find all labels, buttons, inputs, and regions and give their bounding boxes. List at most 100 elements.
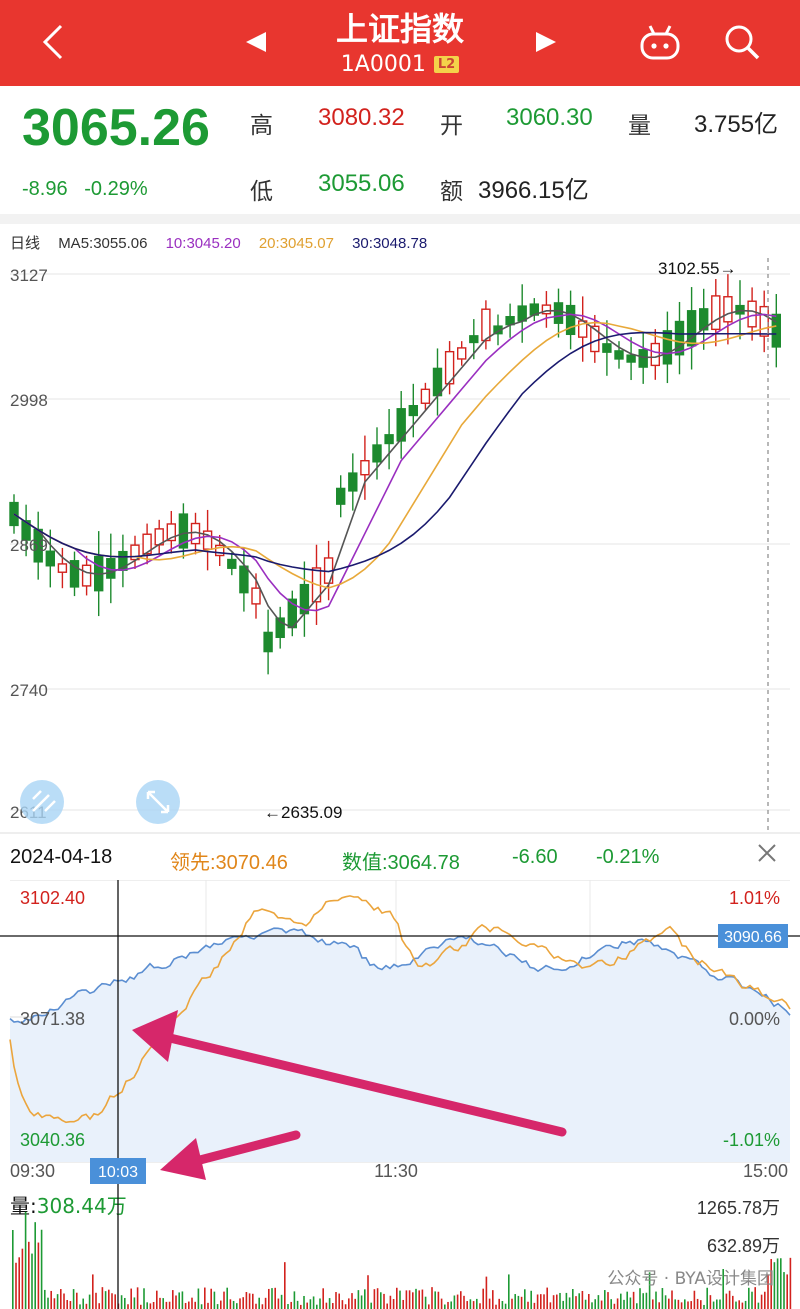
volume-bar xyxy=(53,1298,56,1309)
y-label-4: 2740 xyxy=(10,681,48,700)
volume-bar xyxy=(562,1300,564,1309)
volume-bar xyxy=(328,1298,331,1309)
amount-label: 额 xyxy=(440,179,463,205)
pct-bot-label: -1.01% xyxy=(723,1130,780,1150)
fullscreen-icon[interactable] xyxy=(136,780,180,824)
y-mid-label: 3071.38 xyxy=(20,1009,85,1029)
volume-bar xyxy=(706,1287,708,1309)
volume-bar xyxy=(616,1298,619,1309)
volume-bar xyxy=(88,1294,91,1309)
volume-bar xyxy=(687,1301,689,1309)
volume-bar xyxy=(136,1287,139,1309)
volume-bar xyxy=(396,1287,398,1309)
next-arrow-icon[interactable] xyxy=(522,18,570,66)
volume-bar xyxy=(316,1304,318,1309)
volume-bar xyxy=(130,1288,132,1309)
volume-bar xyxy=(364,1289,366,1309)
ma-legend: 日线 MA5:3055.06 10:3045.20 20:3045.07 30:… xyxy=(10,232,441,253)
annotation-arrow xyxy=(132,1010,567,1137)
search-icon[interactable] xyxy=(718,18,766,66)
volume-bar xyxy=(629,1297,632,1309)
volume-max-label: 1265.78万 xyxy=(697,1198,780,1218)
volume-bar xyxy=(680,1302,683,1309)
volume-bar xyxy=(31,1253,33,1309)
volume-bar xyxy=(261,1304,264,1309)
open-value: 3060.30 xyxy=(506,104,593,131)
candlestick-chart[interactable]: 3102.55→ ←2635.09 3127 2998 2869 2740 26… xyxy=(0,254,800,832)
divider xyxy=(0,832,800,834)
candle-body xyxy=(166,523,177,542)
candle-body xyxy=(699,308,709,331)
volume-bar xyxy=(645,1292,648,1309)
scroll-back-icon[interactable] xyxy=(20,780,64,824)
index-value: 数值:3064.78 xyxy=(342,852,460,874)
high-marker: 3102.55→ xyxy=(658,259,736,278)
volume-bar xyxy=(728,1290,731,1309)
volume-bar xyxy=(447,1301,449,1309)
volume-bar xyxy=(319,1298,321,1309)
volume-bar xyxy=(696,1298,699,1309)
volume-bar xyxy=(418,1290,420,1309)
intraday-change-pct: -0.21% xyxy=(596,846,660,868)
volume-bar xyxy=(207,1302,209,1309)
volume-bar xyxy=(584,1299,587,1309)
close-icon[interactable] xyxy=(756,842,778,870)
volume-bar xyxy=(268,1288,270,1309)
volume-bar xyxy=(322,1288,324,1309)
volume-bar xyxy=(34,1222,36,1309)
volume-bar xyxy=(693,1290,696,1309)
volume-bar xyxy=(60,1289,62,1309)
volume-bar xyxy=(495,1304,497,1309)
volume-bar xyxy=(24,1211,27,1309)
volume-bar xyxy=(575,1296,577,1309)
intraday-date: 2024-04-18 xyxy=(10,846,113,868)
candle-body xyxy=(408,404,418,417)
candle-body xyxy=(759,305,769,337)
volume-bar xyxy=(600,1300,603,1309)
candle-body xyxy=(360,460,370,476)
time-start: 09:30 xyxy=(10,1161,55,1181)
volume-bar xyxy=(149,1303,152,1309)
y-top-label: 3102.40 xyxy=(20,888,85,908)
time-end: 15:00 xyxy=(743,1161,788,1181)
volume-bar xyxy=(565,1292,568,1309)
volume-label: 量 xyxy=(628,113,651,139)
volume-bar xyxy=(274,1287,276,1309)
volume-bar xyxy=(431,1287,433,1309)
volume-bar xyxy=(181,1291,184,1309)
volume-bar xyxy=(482,1288,484,1309)
volume-bar xyxy=(536,1294,539,1309)
prev-arrow-icon[interactable] xyxy=(232,18,280,66)
candle-body xyxy=(590,325,600,353)
volume-bar xyxy=(120,1295,123,1309)
volume-bar xyxy=(242,1297,244,1309)
candle-body xyxy=(263,631,273,653)
back-chevron-icon[interactable] xyxy=(30,18,78,66)
candle-body xyxy=(81,564,92,587)
high-value: 3080.32 xyxy=(318,104,405,131)
volume-bar xyxy=(776,1258,779,1309)
volume-bar xyxy=(194,1301,196,1309)
svg-text:3090.66: 3090.66 xyxy=(724,929,782,946)
volume-bar xyxy=(325,1302,328,1309)
robot-icon[interactable] xyxy=(636,18,684,66)
volume-bar xyxy=(156,1290,158,1309)
watermark: 公众号 · BYA设计集团 xyxy=(607,1269,774,1289)
volume-bar xyxy=(725,1293,728,1309)
candle-body xyxy=(432,367,443,397)
divider xyxy=(0,214,800,224)
volume-bar xyxy=(421,1289,424,1309)
volume-bar xyxy=(488,1298,491,1309)
volume-bar xyxy=(504,1303,507,1309)
volume-bar xyxy=(789,1257,792,1309)
volume-bar xyxy=(312,1296,315,1309)
intraday-chart[interactable]: 3102.40 3071.38 3040.36 1.01% 0.00% -1.0… xyxy=(0,880,800,1190)
y-label-2: 2998 xyxy=(10,391,48,410)
volume-bar xyxy=(741,1302,744,1309)
volume-bar xyxy=(85,1303,88,1309)
volume-bar xyxy=(732,1295,734,1309)
volume-bar xyxy=(530,1290,532,1309)
ma20-label: 20:3045.07 xyxy=(258,235,334,252)
volume-bar xyxy=(389,1295,392,1309)
candle-body xyxy=(565,304,576,336)
